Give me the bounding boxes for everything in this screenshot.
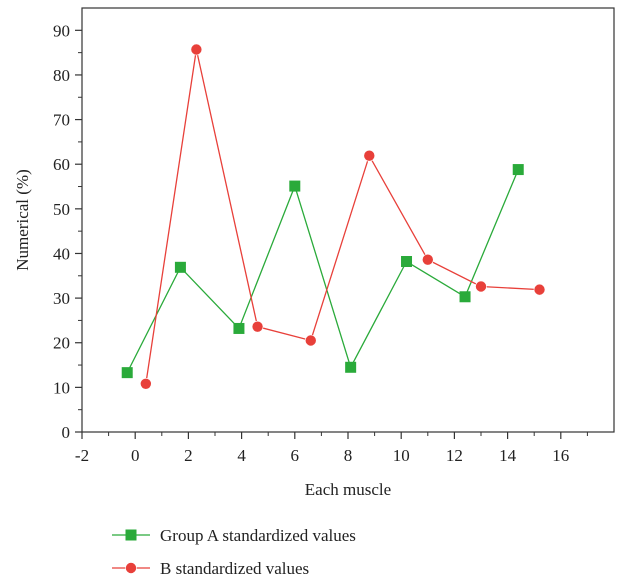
data-point (121, 367, 133, 379)
legend-marker (125, 562, 137, 574)
data-point (140, 377, 152, 390)
y-tick-label: 80 (53, 66, 70, 85)
data-point (475, 280, 487, 293)
data-point (289, 180, 301, 192)
y-tick-label: 90 (53, 21, 70, 40)
y-tick-label: 20 (53, 334, 70, 353)
y-tick-label: 50 (53, 200, 70, 219)
data-point (533, 283, 546, 296)
data-point (304, 334, 317, 347)
data-point (233, 322, 245, 334)
x-tick-label: 6 (291, 446, 300, 465)
series-line (145, 49, 540, 384)
legend-item: B standardized values (112, 559, 309, 578)
legend-label: Group A standardized values (160, 526, 356, 545)
data-point (251, 320, 264, 333)
x-axis-title: Each muscle (305, 480, 391, 499)
x-tick-label: 16 (552, 446, 569, 465)
y-tick-label: 70 (53, 111, 70, 130)
series-layer (121, 43, 546, 390)
data-point (459, 291, 471, 303)
legend-marker (125, 529, 137, 541)
x-tick-label: 14 (499, 446, 517, 465)
y-tick-label: 0 (62, 423, 71, 442)
data-point (421, 253, 434, 266)
x-tick-label: -2 (75, 446, 89, 465)
data-point (190, 43, 203, 56)
data-point (363, 149, 376, 162)
x-tick-label: 4 (237, 446, 246, 465)
legend-item: Group A standardized values (112, 526, 356, 545)
legend-label: B standardized values (160, 559, 309, 578)
y-tick-label: 30 (53, 289, 70, 308)
y-axis-title: Numerical (%) (13, 169, 32, 270)
y-tick-label: 60 (53, 155, 70, 174)
y-tick-label: 10 (53, 378, 70, 397)
data-point (174, 261, 186, 273)
series-line (126, 169, 519, 373)
data-point (512, 164, 524, 176)
series-group-a (121, 164, 524, 379)
series-group-b (140, 43, 546, 390)
y-tick-label: 40 (53, 244, 70, 263)
x-tick-label: 0 (131, 446, 140, 465)
data-point (345, 361, 357, 373)
x-tick-label: 12 (446, 446, 463, 465)
x-tick-label: 8 (344, 446, 353, 465)
x-tick-label: 2 (184, 446, 193, 465)
legend: Group A standardized values B standardize… (112, 526, 356, 578)
data-point (401, 256, 413, 268)
x-tick-label: 10 (393, 446, 410, 465)
